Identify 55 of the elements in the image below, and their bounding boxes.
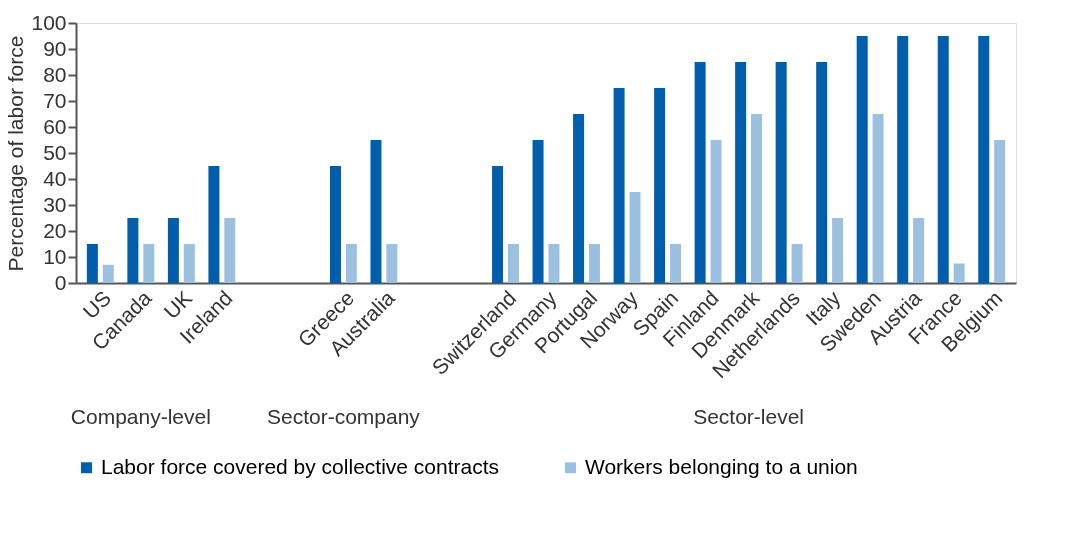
- bar: [548, 244, 560, 283]
- bar: [588, 244, 600, 283]
- bar: [224, 218, 236, 283]
- y-tick-label: 60: [43, 114, 67, 138]
- bar: [102, 264, 114, 283]
- bar: [978, 36, 990, 283]
- text: Sector-company: [266, 405, 421, 428]
- bar: [573, 114, 585, 283]
- bar: [345, 244, 357, 283]
- text: Sector-level: [693, 405, 805, 428]
- bar: [386, 244, 398, 283]
- legend-label: Workers belonging to a union: [585, 454, 858, 478]
- legend-label: Labor force covered by collective contracts: [101, 454, 500, 478]
- bar: [532, 140, 544, 283]
- text: Company-level: [70, 405, 211, 428]
- bar: [167, 218, 179, 283]
- bar: [775, 62, 787, 283]
- bar: [791, 244, 803, 283]
- bar: [937, 36, 949, 283]
- bar: [751, 114, 763, 283]
- bar: [872, 114, 884, 283]
- y-tick-label: 20: [43, 218, 67, 242]
- bar: [629, 192, 641, 283]
- bar: [694, 62, 706, 283]
- bar: [507, 244, 519, 283]
- bar: [183, 244, 195, 283]
- bar: [953, 263, 965, 283]
- bar: [670, 244, 681, 283]
- bar: [710, 140, 722, 283]
- y-tick-label: 0: [54, 270, 67, 294]
- y-tick-label: 40: [43, 166, 67, 190]
- y-tick-label: 90: [43, 36, 67, 60]
- y-tick-label: 80: [43, 62, 67, 86]
- bar: [735, 62, 747, 283]
- bar: [654, 88, 666, 283]
- bar: [832, 218, 844, 283]
- bar: [143, 244, 155, 283]
- bar: [370, 140, 382, 283]
- bar: [913, 218, 925, 283]
- bar: [492, 166, 504, 283]
- y-tick-label: 70: [43, 88, 67, 112]
- y-tick-label: 50: [43, 140, 67, 164]
- bar: [856, 36, 868, 283]
- bar: [994, 140, 1006, 283]
- bar: [816, 62, 828, 283]
- bar: [127, 218, 139, 283]
- bar: [86, 244, 98, 283]
- bar: [329, 166, 341, 283]
- bar: [613, 88, 625, 283]
- y-tick-label: 10: [43, 244, 67, 268]
- y-tick-label: 100: [31, 10, 67, 34]
- bar: [208, 166, 220, 283]
- y-tick-label: 30: [43, 192, 67, 216]
- bar: [897, 36, 909, 283]
- y-axis-title: Percentage of labor force: [4, 35, 28, 272]
